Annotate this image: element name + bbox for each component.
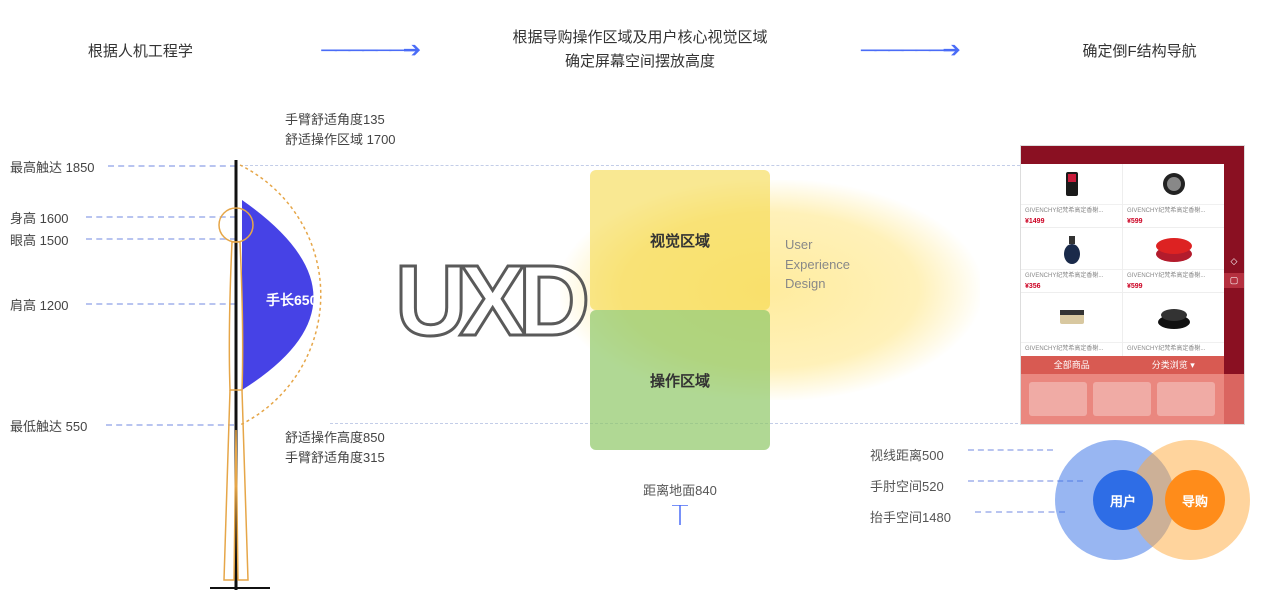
step-3: 确定倒F结构导航 — [1040, 40, 1240, 61]
ground-marker-icon — [670, 505, 690, 535]
product-image — [1021, 293, 1122, 342]
side-nav-icon: ◇ — [1224, 256, 1244, 267]
arrow-icon: ──────➔ — [321, 37, 419, 63]
product-image — [1021, 164, 1122, 204]
metric-elbow: 手肘空间520 — [870, 471, 951, 502]
human-figure: 手长650 — [200, 130, 420, 600]
dash — [975, 511, 1065, 513]
product-title: GIVENCHY纪梵希高定香榭... — [1021, 342, 1122, 356]
metric-sight: 视线距离500 — [870, 440, 951, 471]
hand-length-text: 手长650 — [266, 292, 318, 308]
product-card: GIVENCHY纪梵希高定香榭... ¥1499 — [1021, 164, 1122, 227]
right-metrics: 视线距离500 手肘空间520 抬手空间1480 — [870, 440, 951, 534]
step-2: 根据导购操作区域及用户核心视觉区域 确定屏幕空间摆放高度 — [500, 26, 780, 74]
tab-category: 分类浏览 ▾ — [1123, 356, 1225, 374]
step-1: 根据人机工程学 — [40, 40, 240, 61]
tab-all: 全部商品 — [1021, 356, 1123, 374]
marker-height: 身高 1600 — [10, 208, 69, 227]
operation-zone-label: 操作区域 — [580, 370, 780, 391]
product-card: GIVENCHY纪梵希高定香榭... — [1021, 293, 1122, 356]
product-card: GIVENCHY纪梵希高定香榭... ¥356 — [1021, 228, 1122, 291]
bottom-action-bar — [1021, 374, 1244, 424]
product-price: ¥1499 — [1021, 218, 1122, 227]
product-title: GIVENCHY纪梵希高定香榭... — [1123, 204, 1224, 218]
product-grid: GIVENCHY纪梵希高定香榭... ¥1499 GIVENCHY纪梵希高定香榭… — [1021, 164, 1224, 356]
svg-text:UXD: UXD — [395, 245, 587, 357]
ergonomics-panel: 手臂舒适角度135 舒适操作区域 1700 舒适操作高度850 手臂舒适角度31… — [0, 100, 420, 600]
marker-eye: 眼高 1500 — [10, 230, 69, 249]
product-price: ¥356 — [1021, 283, 1122, 292]
metric-hand: 抬手空间1480 — [870, 502, 951, 533]
marker-reach-bottom: 最低触达 550 — [10, 416, 87, 435]
product-card: GIVENCHY纪梵希高定香榭... — [1123, 293, 1224, 356]
product-image — [1021, 228, 1122, 268]
bottom-tabs: 全部商品 分类浏览 ▾ — [1021, 356, 1224, 374]
arrow-icon: ──────➔ — [861, 37, 959, 63]
product-title: GIVENCHY纪梵希高定香榭... — [1123, 342, 1224, 356]
product-image — [1123, 164, 1224, 204]
marker-shoulder: 肩高 1200 — [10, 295, 69, 314]
product-image — [1123, 293, 1224, 342]
product-title: GIVENCHY纪梵希高定香榭... — [1021, 204, 1122, 218]
product-title: GIVENCHY纪梵希高定香榭... — [1021, 269, 1122, 283]
product-image — [1123, 228, 1224, 268]
process-header: 根据人机工程学 ──────➔ 根据导购操作区域及用户核心视觉区域 确定屏幕空间… — [0, 20, 1280, 80]
venn-guide-label: 导购 — [1165, 470, 1225, 530]
user-guide-venn: 用户 导购 — [1055, 430, 1275, 590]
uxd-subtitle: User Experience Design — [785, 235, 850, 294]
product-card: GIVENCHY纪梵希高定香榭... ¥599 — [1123, 228, 1224, 291]
dash — [968, 449, 1053, 451]
venn-user-label: 用户 — [1093, 470, 1153, 530]
product-screen: ◇ ▢ GIVENCHY纪梵希高定香榭... ¥1499 GIVENCHY纪梵希… — [1020, 145, 1245, 425]
zones-panel: 视觉区域 操作区域 User Experience Design 距离地面840 — [580, 150, 780, 470]
product-card: GIVENCHY纪梵希高定香榭... ¥599 — [1123, 164, 1224, 227]
ground-distance: 距离地面840 — [580, 480, 780, 499]
product-title: GIVENCHY纪梵希高定香榭... — [1123, 269, 1224, 283]
marker-reach-top: 最高触达 1850 — [10, 157, 95, 176]
product-price: ¥599 — [1123, 283, 1224, 292]
side-nav-icon: ▢ — [1224, 273, 1244, 288]
product-price: ¥599 — [1123, 218, 1224, 227]
screen-header-bar — [1021, 146, 1244, 164]
vision-zone-label: 视觉区域 — [580, 230, 780, 251]
